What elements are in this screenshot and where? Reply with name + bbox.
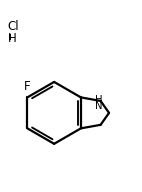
- Text: H: H: [95, 95, 103, 105]
- Text: F: F: [24, 80, 31, 93]
- Text: H: H: [8, 32, 16, 45]
- Text: Cl: Cl: [8, 20, 19, 33]
- Text: N: N: [95, 101, 103, 111]
